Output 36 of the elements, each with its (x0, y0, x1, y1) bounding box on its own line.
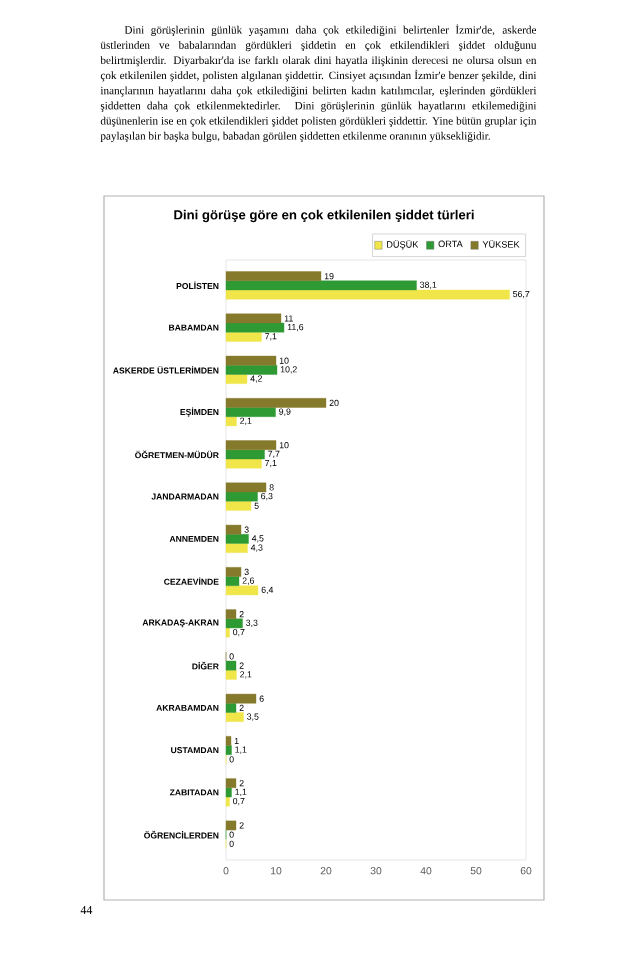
bar (225, 289, 510, 300)
bar (225, 712, 244, 722)
bar (225, 543, 248, 553)
bar (225, 787, 232, 798)
bar (225, 365, 278, 375)
bar (225, 280, 417, 291)
bar (225, 660, 237, 671)
bar (225, 458, 262, 469)
bar (225, 778, 237, 788)
bar (225, 693, 257, 704)
bar (225, 332, 262, 342)
bar (225, 820, 237, 831)
bar (225, 534, 249, 544)
bar (225, 355, 277, 366)
bar (225, 745, 232, 755)
bar (225, 374, 248, 384)
bar (225, 271, 322, 281)
bar (225, 398, 327, 408)
bar (225, 501, 252, 511)
bar (225, 322, 285, 333)
bar (225, 482, 267, 493)
bar (225, 618, 243, 629)
bar (225, 736, 232, 746)
bar (225, 416, 237, 427)
bar (225, 670, 237, 680)
bar (225, 585, 259, 596)
bar (225, 449, 265, 460)
bar (225, 609, 237, 619)
bar (225, 567, 242, 577)
bar (225, 313, 282, 324)
bar (225, 491, 258, 502)
bar (225, 524, 242, 535)
bar (225, 576, 240, 586)
bar (225, 703, 237, 713)
bar (225, 440, 277, 450)
bar (225, 407, 276, 417)
